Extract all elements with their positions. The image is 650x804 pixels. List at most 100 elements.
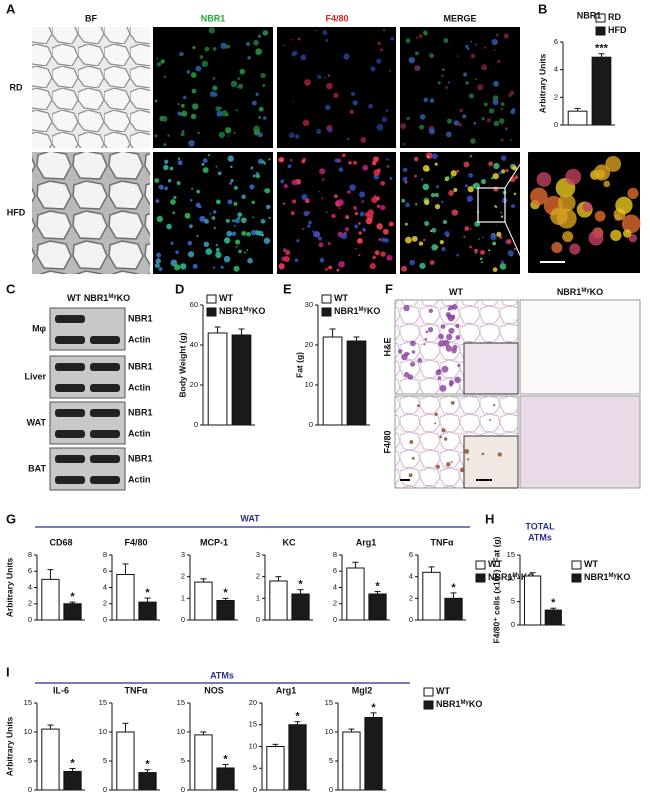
cell-signal <box>469 227 472 230</box>
bar <box>216 767 235 791</box>
y-tick-label: 2 <box>28 599 32 608</box>
zoom-line <box>504 221 529 274</box>
cell-signal <box>594 210 606 222</box>
cell-signal <box>456 55 459 58</box>
band-label: NBR1 <box>128 313 153 323</box>
cell-signal <box>262 84 266 87</box>
y-tick-label: 60 <box>190 300 198 309</box>
y-tick-label: 20 <box>190 380 198 389</box>
cell-signal <box>172 211 175 215</box>
cell-signal <box>504 241 508 244</box>
y-tick-label: 0 <box>253 785 257 794</box>
cell-signal <box>382 29 386 32</box>
y-tick-label: 3 <box>256 550 260 559</box>
cell-signal <box>291 51 297 57</box>
cell-signal <box>181 130 185 133</box>
cell-signal <box>246 231 251 237</box>
cell-signal <box>469 155 472 158</box>
bar <box>216 600 235 621</box>
cell-signal <box>227 199 233 205</box>
cell-signal <box>216 110 223 117</box>
cell-signal <box>603 180 611 188</box>
lane-label: NBR1MyKO <box>84 293 130 303</box>
legend-swatch <box>423 700 434 710</box>
cell-signal <box>389 70 392 73</box>
cell-signal <box>434 162 438 166</box>
row-label: HFD <box>7 207 26 217</box>
cell-signal <box>208 27 215 34</box>
cell-signal <box>296 239 300 243</box>
y-tick-label: 2 <box>409 593 413 602</box>
cell-signal <box>351 91 356 97</box>
cell-signal <box>431 153 438 160</box>
legend-swatch <box>571 560 582 570</box>
cell-signal <box>187 251 195 258</box>
bar <box>291 593 310 621</box>
y-tick-label: 0 <box>103 615 107 624</box>
cell-signal <box>251 100 257 106</box>
cell-signal <box>154 178 160 183</box>
cell-signal <box>314 29 317 32</box>
bar <box>116 731 135 791</box>
bar <box>591 56 612 126</box>
cell-signal <box>192 263 198 269</box>
y-tick-label: 0 <box>103 785 107 794</box>
stain <box>435 464 440 469</box>
stain <box>449 379 452 383</box>
cell-signal <box>334 194 338 198</box>
cell-signal <box>215 248 220 252</box>
cell-signal <box>234 225 236 227</box>
band-label: Actin <box>128 382 151 392</box>
cell-signal <box>283 256 290 263</box>
cell-signal <box>311 230 314 233</box>
cell-signal <box>419 114 426 120</box>
cell-signal <box>226 230 233 237</box>
cell-signal <box>429 98 435 103</box>
cell-signal <box>500 215 504 218</box>
stain <box>410 361 416 367</box>
plot-title: Arg1 <box>276 685 297 695</box>
cell-signal <box>209 213 212 215</box>
legend-label: WT <box>334 293 348 303</box>
cell-signal <box>358 254 361 257</box>
cell-signal <box>164 186 168 191</box>
bar <box>544 609 562 626</box>
band-label: NBR1 <box>128 453 153 463</box>
cell-signal <box>170 199 176 205</box>
cell-signal <box>496 231 502 237</box>
band <box>90 476 120 484</box>
cell-signal <box>370 66 376 72</box>
cell-signal <box>199 55 204 59</box>
cell-signal <box>184 212 191 219</box>
band <box>90 455 120 463</box>
cell-signal <box>427 155 430 158</box>
cell-signal <box>358 222 361 225</box>
cell-signal <box>463 235 466 238</box>
cell-signal <box>340 233 347 240</box>
cell-signal <box>333 92 339 98</box>
cell-signal <box>175 250 179 254</box>
cell-signal <box>445 86 449 89</box>
panel-letter: F <box>385 281 393 296</box>
cell-signal <box>386 254 393 261</box>
stain <box>434 412 438 416</box>
cell-signal <box>233 265 240 272</box>
cell-signal <box>505 127 508 130</box>
cell-signal <box>475 78 478 81</box>
cell-signal <box>317 236 322 241</box>
cell-signal <box>213 92 218 97</box>
tissue-label: BAT <box>28 463 46 473</box>
band <box>90 409 120 417</box>
band <box>55 336 85 344</box>
cell-signal <box>376 123 384 131</box>
cell-signal <box>279 157 285 163</box>
significance: * <box>145 587 150 599</box>
cell-signal <box>389 176 393 180</box>
cell-signal <box>402 176 408 182</box>
y-tick-label: 10 <box>24 727 32 736</box>
y-tick-label: 6 <box>103 566 107 575</box>
cell-signal <box>255 92 259 96</box>
cell-signal <box>197 131 200 134</box>
cell-signal <box>292 101 295 103</box>
cell-signal <box>423 238 426 242</box>
